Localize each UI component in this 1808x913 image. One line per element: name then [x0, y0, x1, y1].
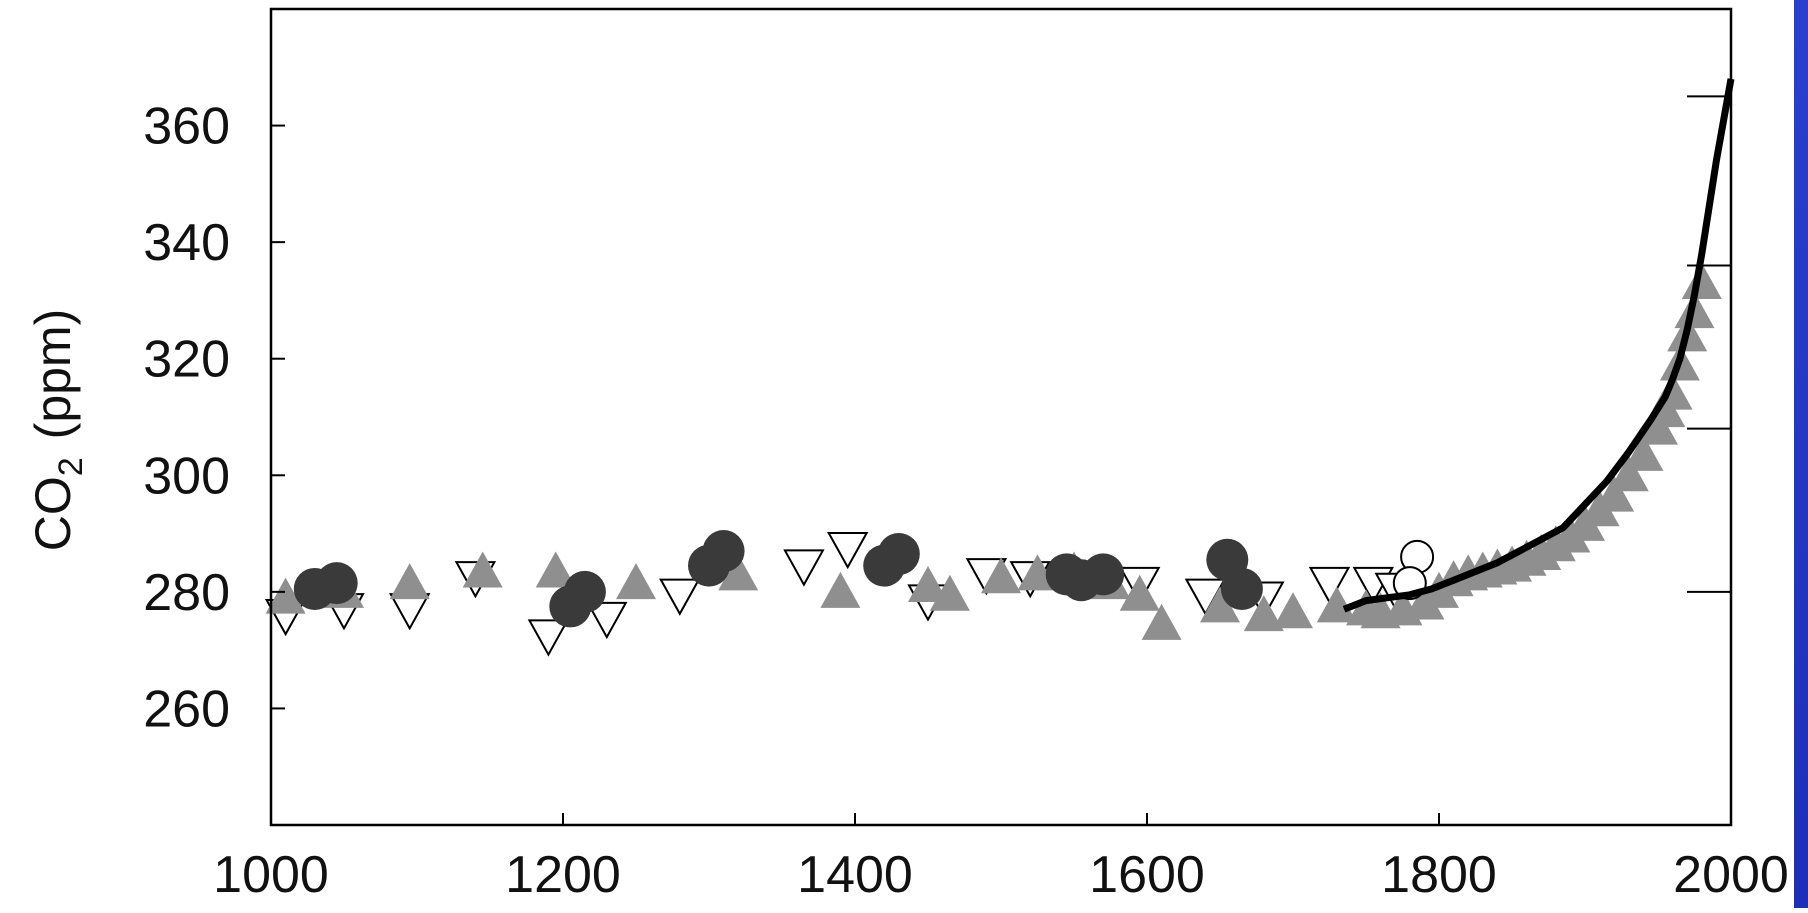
- data-point-open-triangle: [659, 578, 701, 616]
- x-tick-label: 1200: [505, 846, 621, 904]
- plot-frame: [269, 7, 1733, 827]
- data-point-circle: [877, 532, 920, 575]
- data-point-triangle: [1243, 595, 1284, 632]
- axes: 1000 1200 1400 1600 1800 2000 260 280 300 320 340 3…: [143, 95, 1789, 904]
- y-axis-label-unit: (ppm): [25, 309, 81, 440]
- data-point-circle: [563, 570, 606, 613]
- data-point-triangle: [535, 551, 576, 588]
- data-point-open-triangle: [1308, 566, 1351, 605]
- data-point-triangle: [1200, 586, 1240, 623]
- y-tick-label: 340: [143, 214, 230, 272]
- right-edge-strip: [1794, 0, 1808, 908]
- data-point-triangle: [462, 551, 503, 588]
- data-point-open-triangle: [586, 601, 628, 640]
- data-point-triangle: [1608, 455, 1649, 492]
- y-axis-label: CO2 (ppm): [25, 309, 90, 552]
- data-point-open-triangle: [827, 531, 869, 570]
- data-point-triangle: [389, 563, 430, 600]
- y-axis-label-main: CO: [25, 476, 81, 551]
- x-tick-label: 1600: [1089, 846, 1205, 904]
- data-point-triangle: [981, 557, 1021, 594]
- data-point-triangle: [718, 554, 759, 591]
- x-tick-label: 1800: [1381, 846, 1497, 904]
- y-tick-label: 320: [143, 331, 230, 389]
- data-point-triangle: [1141, 603, 1182, 640]
- data-point-triangle: [265, 577, 306, 614]
- y-tick-label: 300: [143, 447, 230, 505]
- y-tick-label: 280: [143, 564, 230, 622]
- data-point-circle: [702, 530, 745, 573]
- data-point-triangle: [929, 574, 970, 611]
- data-point-triangle: [1594, 475, 1635, 512]
- data-point-open-triangle: [783, 549, 825, 587]
- y-tick-label: 360: [143, 98, 230, 156]
- data-point-triangle: [1119, 574, 1160, 611]
- data-point-circle: [1220, 567, 1263, 610]
- y-axis-label-sub: 2: [52, 457, 90, 476]
- data-point-open-triangle: [527, 619, 570, 657]
- x-tick-label: 2000: [1673, 846, 1789, 904]
- data-point-triangle: [1273, 592, 1313, 629]
- x-tick-label: 1000: [213, 846, 329, 904]
- data-point-triangle: [820, 571, 861, 608]
- data-point-triangle: [1623, 434, 1664, 471]
- y-tick-label: 260: [143, 680, 230, 738]
- x-tick-label: 1400: [797, 846, 913, 904]
- data-point-triangle: [1316, 586, 1357, 623]
- data-marks: [264, 78, 1735, 657]
- data-point-circle: [315, 562, 358, 605]
- measured-co2-line: [1342, 78, 1735, 613]
- data-point-triangle: [616, 563, 656, 600]
- data-point-triangle: [908, 566, 948, 603]
- data-point-circle: [1082, 553, 1125, 596]
